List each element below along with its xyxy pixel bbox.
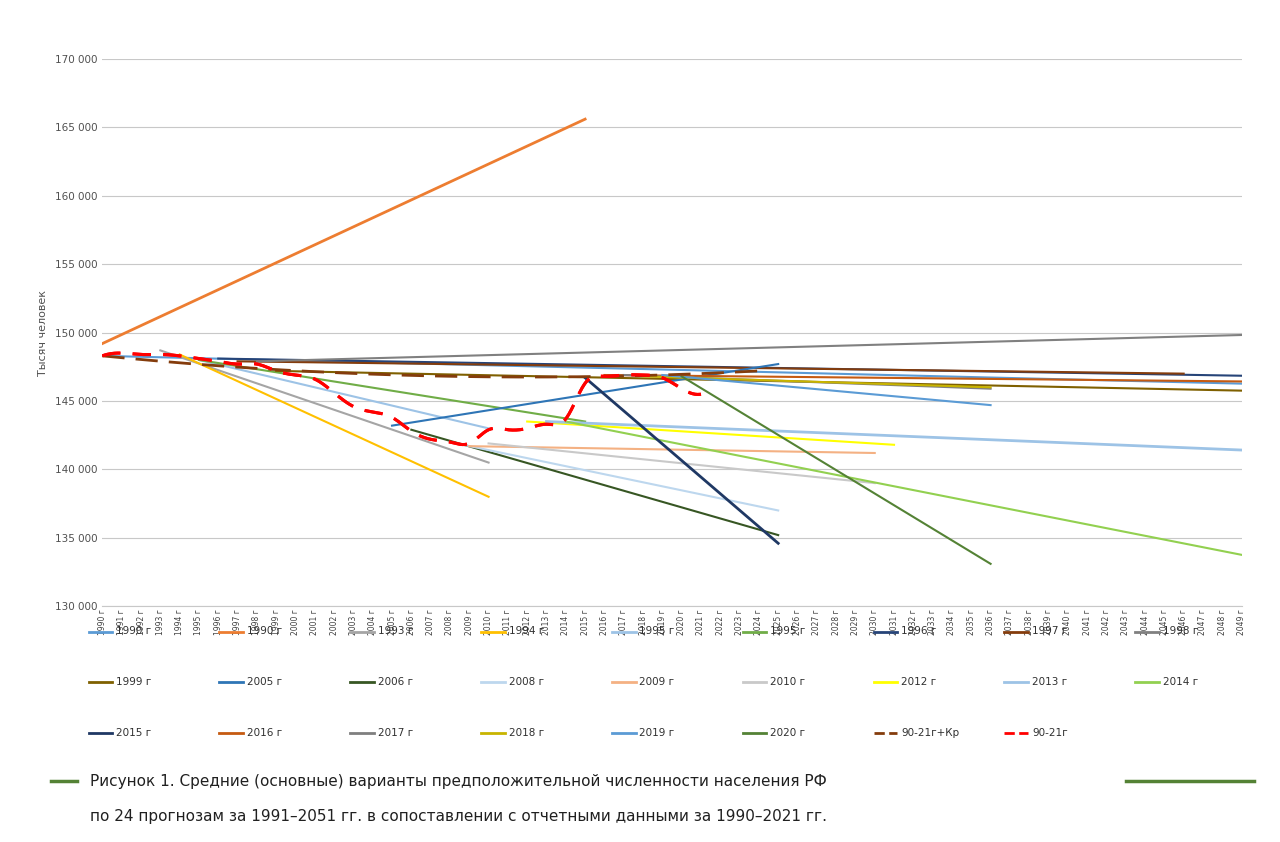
Text: 1994 г: 1994 г: [508, 626, 544, 637]
Text: 1995 г: 1995 г: [640, 626, 675, 637]
Text: 2014 г: 2014 г: [1162, 677, 1198, 687]
Text: по 24 прогнозам за 1991–2051 гг. в сопоставлении с отчетными данными за 1990–202: по 24 прогнозам за 1991–2051 гг. в сопос…: [90, 809, 827, 824]
Text: 1996 г: 1996 г: [901, 626, 937, 637]
Text: 1997 г: 1997 г: [1032, 626, 1068, 637]
Text: 2019 г: 2019 г: [640, 727, 675, 738]
Text: 1993 г: 1993 г: [378, 626, 413, 637]
Text: 2018 г: 2018 г: [508, 727, 544, 738]
Text: 90-21г+Кр: 90-21г+Кр: [901, 727, 959, 738]
Text: 2006 г: 2006 г: [378, 677, 412, 687]
Text: 1990 г: 1990 г: [116, 626, 151, 637]
Text: 2008 г: 2008 г: [508, 677, 544, 687]
Text: 90-21г: 90-21г: [1032, 727, 1068, 738]
Text: 2005 г: 2005 г: [247, 677, 282, 687]
Text: 2009 г: 2009 г: [640, 677, 675, 687]
Y-axis label: Тысяч человек: Тысяч человек: [38, 290, 47, 376]
Text: 2020 г: 2020 г: [771, 727, 805, 738]
Text: 2015 г: 2015 г: [116, 727, 151, 738]
Text: 1998 г: 1998 г: [1162, 626, 1198, 637]
Text: 2012 г: 2012 г: [901, 677, 936, 687]
Text: 1999 г: 1999 г: [116, 677, 151, 687]
Text: 1995 г: 1995 г: [771, 626, 805, 637]
Text: 2017 г: 2017 г: [378, 727, 413, 738]
Text: 2016 г: 2016 г: [247, 727, 282, 738]
Text: Рисунок 1. Средние (основные) варианты предположительной численности населения Р: Рисунок 1. Средние (основные) варианты п…: [90, 774, 827, 789]
Text: 2013 г: 2013 г: [1032, 677, 1068, 687]
Text: 1990 г: 1990 г: [247, 626, 282, 637]
Text: 2010 г: 2010 г: [771, 677, 805, 687]
